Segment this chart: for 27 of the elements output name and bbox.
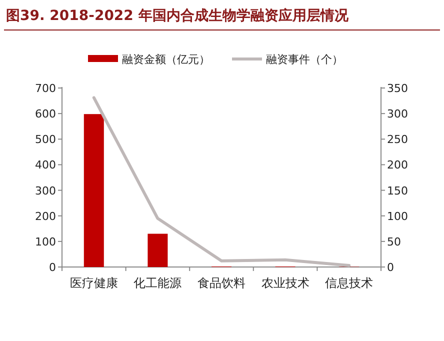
y2-tick-label: 300	[387, 108, 408, 121]
x-tick-label: 农业技术	[261, 276, 310, 290]
legend-label: 融资事件（个）	[266, 53, 343, 66]
legend-label: 融资金额（亿元）	[122, 53, 210, 66]
line-series	[92, 96, 351, 267]
y-tick-label: 100	[35, 235, 56, 248]
y-tick-label: 0	[49, 261, 56, 274]
y-tick-label: 500	[35, 133, 56, 146]
y-tick-label: 600	[35, 108, 56, 121]
x-tick-label: 信息技术	[325, 276, 374, 290]
y-tick-label: 700	[35, 82, 56, 95]
y-tick-label: 300	[35, 184, 56, 198]
x-tick-label: 食品饮料	[198, 276, 246, 290]
y2-tick-label: 250	[387, 133, 408, 146]
y-tick-label: 200	[35, 210, 56, 223]
x-tick-label: 化工能源	[134, 276, 182, 290]
bar	[148, 234, 168, 267]
y2-tick-label: 50	[387, 235, 401, 248]
chart-title: 图39. 2018-2022 年国内合成生物学融资应用层情况	[6, 7, 350, 24]
x-tick-label: 医疗健康	[70, 276, 118, 290]
y-tick-label: 400	[35, 158, 56, 172]
y2-tick-label: 100	[387, 210, 408, 223]
y2-tick-label: 0	[387, 261, 394, 274]
y2-tick-label: 350	[387, 82, 408, 95]
bar	[84, 114, 104, 267]
y2-tick-label: 200	[387, 158, 408, 172]
y2-tick-label: 150	[387, 184, 408, 198]
